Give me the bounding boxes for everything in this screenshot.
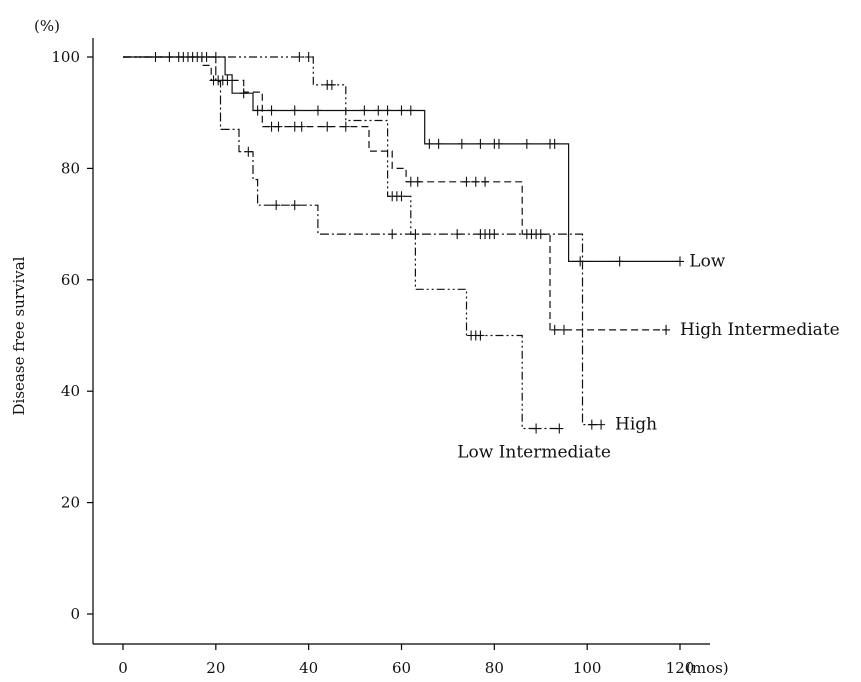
censor-mark (434, 138, 443, 149)
y-axis-label: Disease free survival (10, 256, 28, 415)
censor-mark (323, 121, 332, 132)
censor-mark (374, 105, 383, 116)
censor-mark (536, 229, 545, 240)
censor-mark (290, 200, 299, 211)
censor-mark (597, 419, 606, 430)
censor-mark (223, 75, 232, 86)
censor-mark (413, 176, 422, 187)
censor-mark (476, 330, 485, 341)
censor-mark (676, 256, 684, 267)
censor-mark (360, 105, 369, 116)
censor-mark (457, 138, 466, 149)
censor-mark (295, 52, 304, 62)
y-tick-label: 20 (61, 494, 80, 512)
y-ticks: 0 20 40 60 80 100 (51, 48, 93, 623)
censor-mark (425, 138, 434, 149)
series-low-intermediate (123, 52, 564, 434)
series-line (123, 56, 667, 331)
y-tick-label: 40 (61, 382, 80, 400)
censor-mark (239, 88, 248, 99)
series-low (123, 56, 684, 267)
censor-mark (615, 256, 624, 267)
censor-mark (304, 52, 313, 62)
censor-mark (406, 176, 415, 187)
censor-mark (388, 229, 397, 240)
y-tick-label: 60 (61, 271, 80, 289)
x-tick-label: 0 (118, 659, 128, 677)
censor-mark (383, 105, 392, 116)
x-tick-label: 20 (206, 659, 225, 677)
censor-mark (267, 121, 276, 132)
censor-mark (476, 138, 485, 149)
censor-mark (397, 105, 406, 116)
censor-mark (550, 324, 559, 335)
censor-mark (587, 419, 596, 430)
censor-mark (179, 52, 188, 62)
series-annotation: Low (689, 251, 726, 271)
series-layer (123, 52, 684, 434)
y-unit-label: (%) (34, 17, 60, 35)
censor-mark (253, 105, 262, 116)
x-tick-label: 80 (485, 659, 504, 677)
y-tick-label: 100 (51, 48, 80, 66)
censor-mark (211, 52, 220, 62)
censor-mark (188, 52, 197, 62)
censor-mark (555, 423, 564, 434)
x-tick-label: 40 (299, 659, 318, 677)
censor-mark (290, 121, 299, 132)
series-line (123, 56, 680, 262)
series-annotation: Low Intermediate (457, 442, 611, 462)
censor-mark (522, 138, 531, 149)
x-tick-label: 120 (666, 659, 695, 677)
series-high (123, 52, 606, 430)
series-line (123, 56, 560, 430)
x-tick-label: 100 (573, 659, 602, 677)
censor-mark (532, 423, 541, 434)
y-tick-label: 80 (61, 159, 80, 177)
censor-mark (274, 121, 283, 132)
censor-mark (341, 121, 350, 132)
censor-mark (397, 191, 406, 202)
censor-mark (662, 324, 671, 335)
censor-mark (290, 105, 299, 116)
x-ticks: 0 20 40 60 80 100 120 (118, 644, 694, 677)
censor-mark (411, 229, 420, 240)
censor-mark (244, 146, 253, 157)
x-tick-label: 60 (392, 659, 411, 677)
y-tick-label: 0 (70, 605, 80, 623)
censor-mark (494, 138, 503, 149)
censor-mark (471, 176, 480, 187)
censor-mark (327, 79, 336, 90)
censor-mark (267, 105, 276, 116)
censor-mark (481, 176, 490, 187)
censor-mark (297, 121, 306, 132)
series-annotation: High Intermediate (680, 320, 840, 340)
censor-mark (151, 52, 160, 62)
series-line (123, 56, 602, 426)
x-unit-label: (mos) (686, 659, 729, 677)
censor-mark (462, 176, 471, 187)
censor-mark (550, 138, 559, 149)
censor-mark (202, 52, 211, 62)
censor-mark (559, 324, 568, 335)
series-high-intermediate (123, 56, 671, 335)
censor-mark (490, 229, 499, 240)
censor-mark (313, 105, 322, 116)
censor-mark (406, 105, 415, 116)
censor-mark (272, 200, 281, 211)
censor-mark (453, 229, 462, 240)
series-annotation: High (615, 415, 657, 435)
